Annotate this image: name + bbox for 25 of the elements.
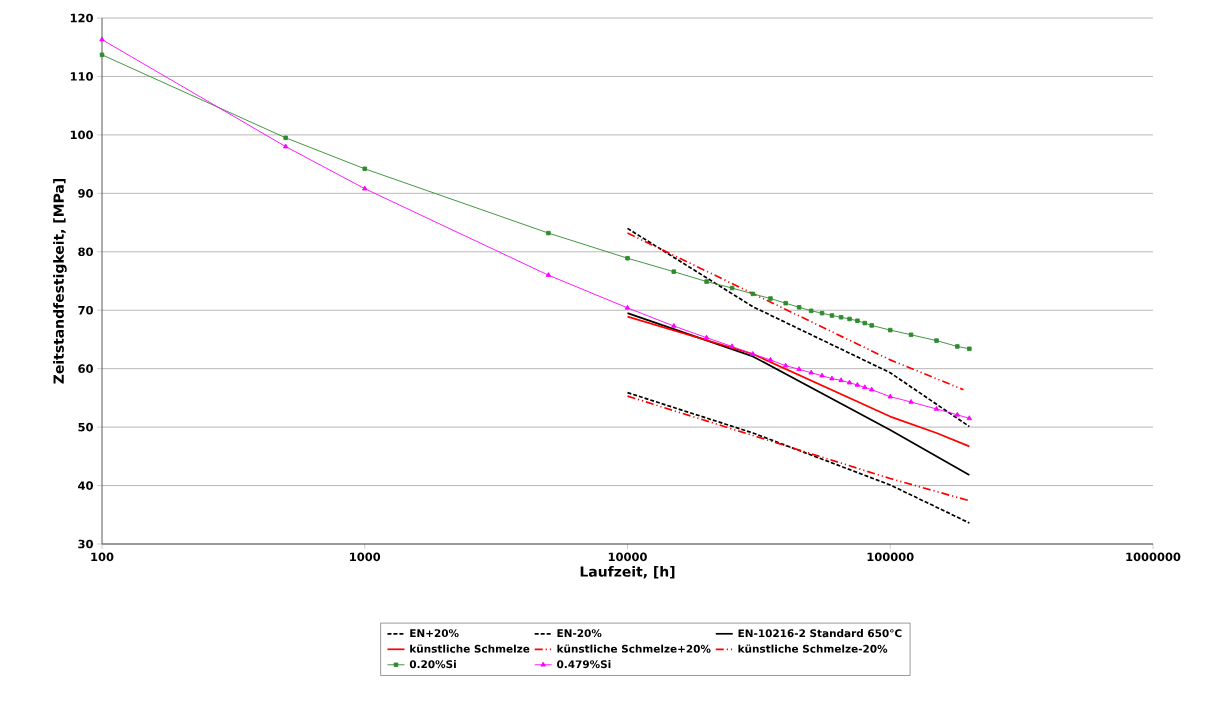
y-tick-label: 70 xyxy=(78,305,93,315)
x-tick-label: 1000 xyxy=(350,552,381,562)
y-tick-label: 60 xyxy=(78,364,93,373)
legend-label: 0.479%Si xyxy=(557,660,611,669)
x-tick-label: 1000000 xyxy=(1126,552,1181,562)
legend-label: 0.20%Si xyxy=(409,660,456,669)
x-tick-label: 100 xyxy=(91,552,114,562)
legend-label: künstliche Schmelze+20% xyxy=(557,644,711,653)
y-axis-title: Zeitstandfestigkeit, [MPa] xyxy=(53,178,67,384)
y-tick-label: 30 xyxy=(78,539,93,549)
legend-label: EN-10216-2 Standard 650°C xyxy=(738,629,902,638)
y-tick-label: 90 xyxy=(78,189,93,198)
x-tick-label: 10000 xyxy=(608,552,647,562)
x-axis-title: Laufzeit, [h] xyxy=(580,566,675,579)
y-tick-label: 110 xyxy=(70,72,93,81)
y-tick-label: 100 xyxy=(70,130,93,140)
legend-label: EN+20% xyxy=(410,629,459,638)
x-tick-label: 100000 xyxy=(867,552,914,562)
y-tick-label: 50 xyxy=(78,422,93,432)
y-tick-label: 80 xyxy=(78,247,93,257)
legend-label: künstliche Schmelze-20% xyxy=(738,644,888,653)
y-tick-label: 40 xyxy=(78,481,93,490)
legend-label: künstliche Schmelze xyxy=(410,644,530,653)
legend-label: EN-20% xyxy=(557,629,602,638)
y-tick-label: 120 xyxy=(70,13,93,23)
